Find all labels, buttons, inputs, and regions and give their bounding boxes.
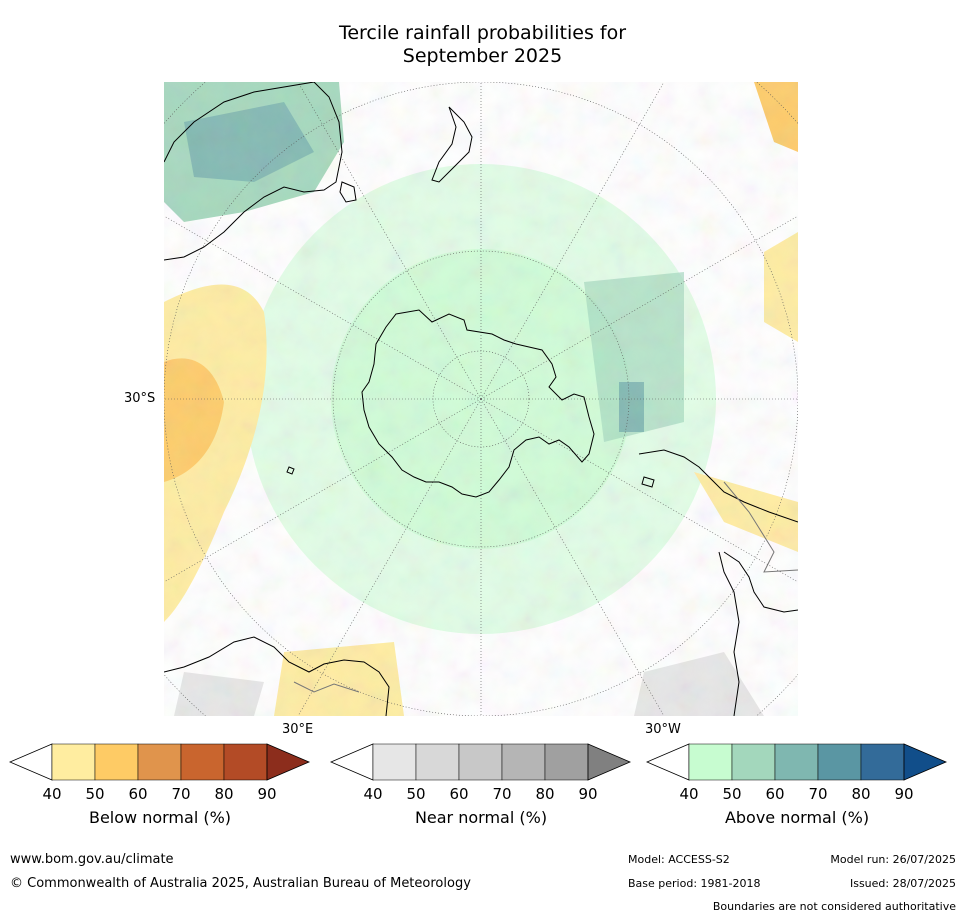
- colorbar-tick-label: 40: [679, 785, 698, 803]
- copyright-text: © Commonwealth of Australia 2025, Austra…: [10, 876, 471, 891]
- south-america-coastline: [638, 449, 798, 716]
- colorbar-label-below: Below normal (%): [88, 808, 232, 827]
- colorbar-segment: [544, 743, 589, 781]
- colorbar-tick-label: 80: [851, 785, 870, 803]
- base-period-text: Base period: 1981-2018: [628, 877, 761, 890]
- title-line-1: Tercile rainfall probabilities for: [338, 22, 627, 44]
- colorbar-extend-high: [587, 743, 632, 781]
- colorbar-above-normal: 40 50 60 70 80 90: [645, 743, 948, 803]
- colorbar-tick-label: 60: [765, 785, 784, 803]
- map-title: Tercile rainfall probabilities for Septe…: [0, 22, 965, 68]
- colorbar-tick-label: 50: [722, 785, 741, 803]
- colorbar-label-near: Near normal (%): [414, 808, 548, 827]
- longitude-label-30w: 30°W: [645, 722, 681, 737]
- colorbar-segment: [223, 743, 268, 781]
- map-svg: [164, 82, 798, 716]
- website-link[interactable]: www.bom.gov.au/climate: [10, 852, 174, 867]
- colorbar-tick-label: 80: [535, 785, 554, 803]
- colorbar-segment: [817, 743, 862, 781]
- colorbar-extend-low: [645, 743, 690, 781]
- model-text: Model: ACCESS-S2: [628, 853, 730, 866]
- colorbar-extend-high: [266, 743, 311, 781]
- colorbar-tick-label: 50: [406, 785, 425, 803]
- colorbar-tick-label: 90: [578, 785, 597, 803]
- title-line-2: September 2025: [402, 45, 563, 67]
- colorbar-extend-low: [8, 743, 53, 781]
- colorbar-segment: [774, 743, 819, 781]
- colorbar-tick-label: 70: [808, 785, 827, 803]
- colorbar-extend-low: [329, 743, 374, 781]
- africa-coastline: [164, 636, 390, 716]
- graticule: [164, 82, 798, 716]
- colorbar-tick-label: 70: [171, 785, 190, 803]
- australia-coastline: [164, 82, 343, 261]
- colorbars: 40 50 60 70 80 90 40 50 60 70 80 90 40 50 60 70 80 90: [8, 743, 948, 803]
- colorbar-segment: [180, 743, 225, 781]
- colorbar-segment: [372, 743, 417, 781]
- new-zealand-coastline: [431, 106, 473, 183]
- colorbar-label-above: Above normal (%): [724, 808, 870, 827]
- colorbar-extend-high: [903, 743, 948, 781]
- issued-text: Issued: 28/07/2025: [849, 877, 956, 890]
- colorbar-tick-label: 50: [85, 785, 104, 803]
- model-run-text: Model run: 26/07/2025: [830, 853, 956, 866]
- antarctica-coastline: [361, 309, 595, 498]
- colorbar-tick-label: 60: [449, 785, 468, 803]
- colorbar-segment: [860, 743, 905, 781]
- colorbar-segment: [458, 743, 503, 781]
- colorbar-segment: [94, 743, 139, 781]
- colorbar-segment: [731, 743, 776, 781]
- rainfall-probability-map: [164, 82, 798, 716]
- boundaries: [293, 481, 798, 693]
- disclaimer-text: Boundaries are not considered authoritat…: [712, 900, 956, 913]
- colorbar-tick-label: 40: [42, 785, 61, 803]
- longitude-label-30e: 30°E: [282, 722, 314, 737]
- colorbar-tick-label: 90: [894, 785, 913, 803]
- tasmania-coastline: [339, 181, 357, 203]
- colorbar-segment: [137, 743, 182, 781]
- latitude-label-30s: 30°S: [124, 391, 156, 406]
- colorbar-segment: [501, 743, 546, 781]
- colorbar-tick-label: 90: [257, 785, 276, 803]
- colorbar-tick-label: 70: [492, 785, 511, 803]
- colorbar-tick-label: 40: [363, 785, 382, 803]
- colorbar-segment: [688, 743, 733, 781]
- coastlines: [164, 82, 798, 716]
- colorbar-tick-label: 60: [128, 785, 147, 803]
- falkland-coastline: [641, 476, 655, 488]
- colorbar-below-normal: 40 50 60 70 80 90: [8, 743, 311, 803]
- colorbar-segment: [51, 743, 96, 781]
- colorbar-segment: [415, 743, 460, 781]
- colorbar-near-normal: 40 50 60 70 80 90: [329, 743, 632, 803]
- colorbar-tick-label: 80: [214, 785, 233, 803]
